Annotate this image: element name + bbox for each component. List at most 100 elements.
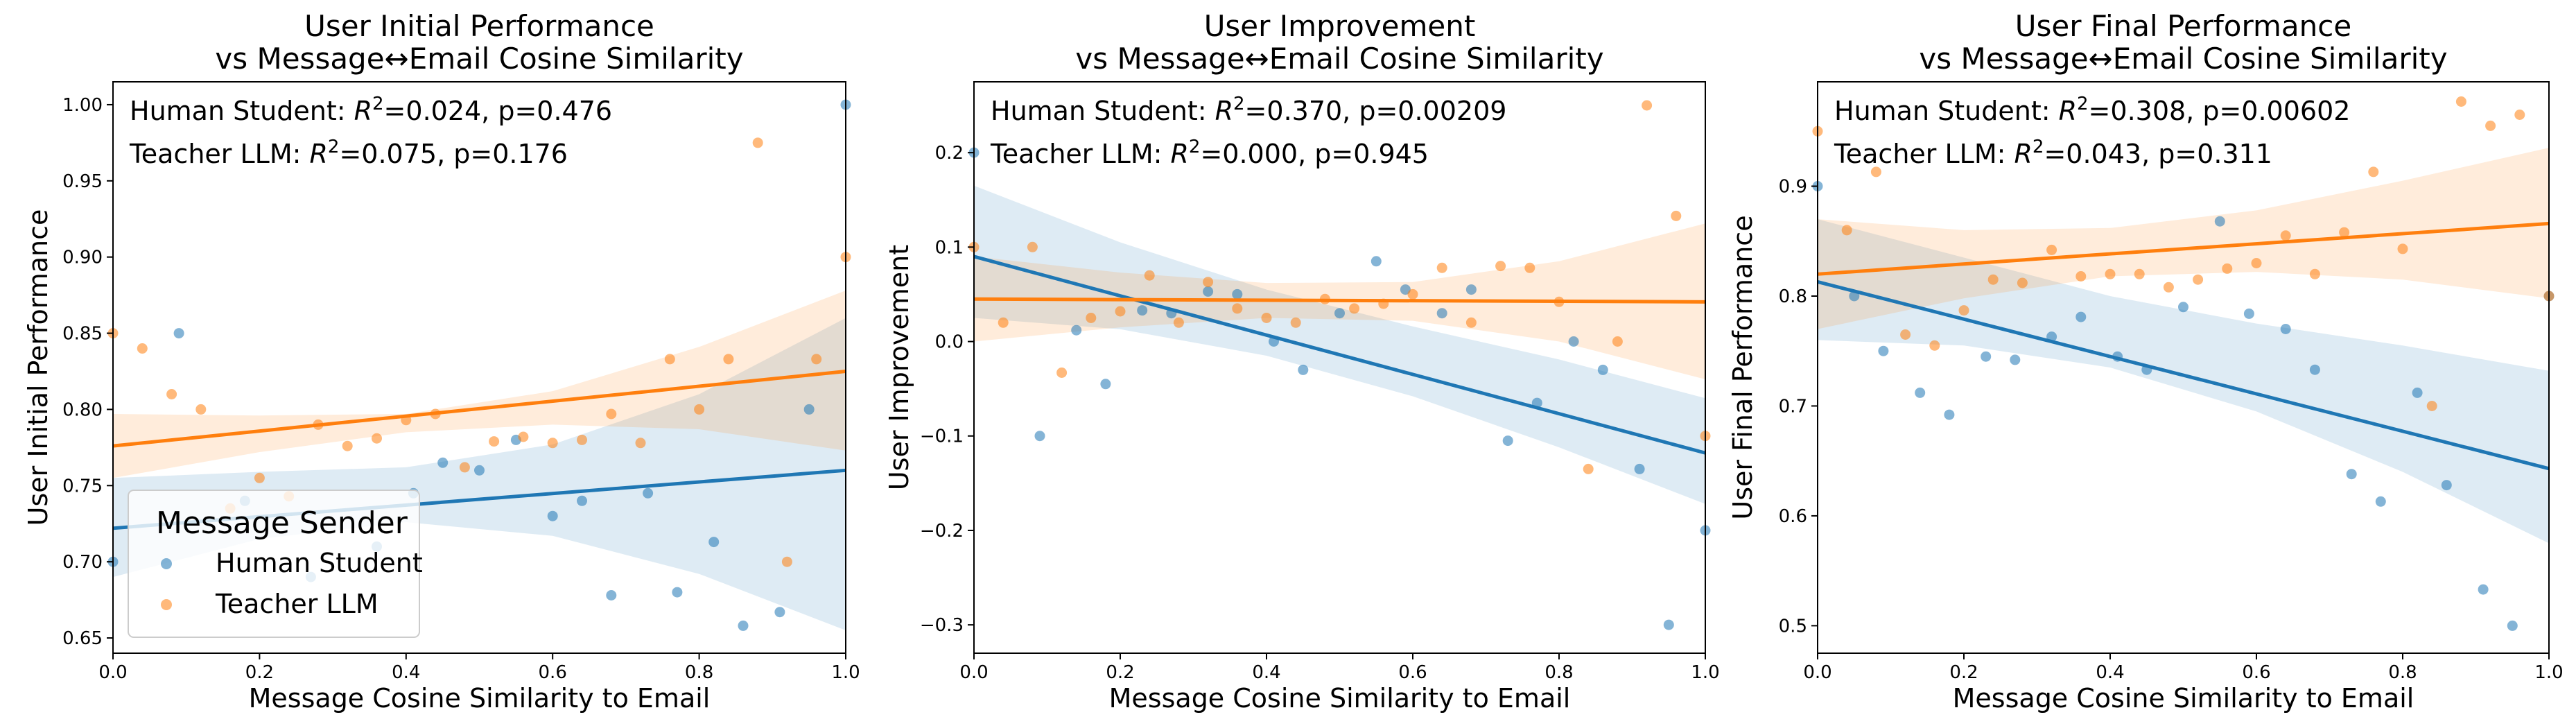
y-tick-label: −0.1 <box>920 426 964 447</box>
scatter-point-human-student <box>2412 387 2423 398</box>
scatter-point-teacher-llm <box>2046 244 2057 255</box>
scatter-point-human-student <box>1944 409 1955 420</box>
scatter-point-human-student <box>437 457 449 468</box>
scatter-point-human-student <box>1878 345 1889 356</box>
x-tick-label: 0.2 <box>1949 662 1978 683</box>
scatter-point-teacher-llm <box>195 404 207 415</box>
x-tick-label: 1.0 <box>1691 662 1719 683</box>
stat-values: =0.308, p=0.00602 <box>2089 96 2351 126</box>
legend-entry: Teacher LLM <box>215 589 378 619</box>
r-squared-exponent: 2 <box>1233 94 1245 114</box>
scatter-point-teacher-llm <box>998 317 1009 328</box>
scatter-point-human-student <box>672 587 683 598</box>
scatter-point-teacher-llm <box>1027 241 1038 252</box>
scatter-point-human-student <box>1663 619 1674 630</box>
scatter-point-human-student <box>577 495 587 506</box>
scatter-point-human-student <box>2478 584 2489 595</box>
y-tick-label: −0.2 <box>920 521 964 542</box>
scatter-point-human-student <box>1597 364 1608 375</box>
scatter-point-human-student <box>738 620 749 631</box>
legend-title: Message Sender <box>156 505 408 541</box>
scatter-point-human-student <box>1370 256 1382 267</box>
scatter-point-teacher-llm <box>342 440 353 451</box>
scatter-point-human-student <box>2375 496 2386 507</box>
stat-annotation-teacher-llm: Teacher LLM: R2=0.000, p=0.945 <box>990 137 1429 169</box>
scatter-point-teacher-llm <box>1929 340 1940 351</box>
scatter-point-teacher-llm <box>577 434 587 445</box>
scatter-point-teacher-llm <box>489 436 500 447</box>
scatter-point-human-student <box>1298 364 1309 375</box>
r-squared-exponent: 2 <box>1189 137 1201 157</box>
scatter-point-teacher-llm <box>1232 303 1243 314</box>
legend-entry: Human Student <box>216 548 423 578</box>
regression-line-human-student <box>973 254 1706 455</box>
x-tick-label: 0.8 <box>685 662 713 683</box>
r-squared-symbol: R <box>1215 96 1233 126</box>
y-tick-label: 1.00 <box>62 95 103 116</box>
scatter-point-teacher-llm <box>2280 230 2291 241</box>
scatter-point-teacher-llm <box>2426 401 2437 411</box>
scatter-point-teacher-llm <box>1056 368 1068 378</box>
chart-subtitle: vs Message↔Email Cosine Similarity <box>1075 42 1603 76</box>
y-tick-label: 0.0 <box>935 332 964 353</box>
scatter-point-teacher-llm <box>2134 268 2145 279</box>
scatter-point-human-student <box>606 590 617 600</box>
y-axis-label: User Final Performance <box>1728 215 1758 519</box>
scatter-point-human-student <box>2346 469 2357 480</box>
y-tick-label: 0.8 <box>1779 286 1807 307</box>
y-tick-label: 0.1 <box>935 237 964 258</box>
x-tick-label: 0.0 <box>1803 662 1831 683</box>
scatter-point-teacher-llm <box>2455 96 2466 107</box>
x-axis-label: Message Cosine Similarity to Email <box>249 683 711 714</box>
scatter-point-teacher-llm <box>2339 227 2350 238</box>
scatter-point-human-student <box>1034 431 1045 442</box>
y-tick-label: 0.80 <box>62 399 103 420</box>
scatter-point-teacher-llm <box>2105 268 2116 279</box>
y-tick-label: 0.2 <box>935 143 964 164</box>
scatter-point-teacher-llm <box>518 431 529 442</box>
scatter-point-teacher-llm <box>1987 274 1999 285</box>
scatter-point-human-student <box>2243 308 2254 319</box>
scatter-point-teacher-llm <box>1465 317 1477 328</box>
scatter-point-teacher-llm <box>1436 262 1447 273</box>
scatter-point-human-student <box>774 607 785 618</box>
scatter-point-human-student <box>1137 305 1148 316</box>
stat-annotation-human-student: Human Student: R2=0.024, p=0.476 <box>130 94 612 126</box>
r-squared-symbol: R <box>310 139 328 169</box>
x-tick-label: 0.2 <box>1106 662 1134 683</box>
y-axis-label: User Initial Performance <box>23 209 53 526</box>
scatter-point-teacher-llm <box>2017 277 2028 288</box>
scatter-point-teacher-llm <box>1173 317 1184 328</box>
x-tick-label: 0.6 <box>539 662 567 683</box>
scatter-point-human-student <box>1100 379 1111 390</box>
scatter-point-teacher-llm <box>811 354 822 365</box>
y-tick-label: 0.95 <box>62 171 103 192</box>
confidence-band-human-student <box>1818 219 2549 544</box>
scatter-point-teacher-llm <box>254 472 265 483</box>
scatter-point-human-student <box>1465 284 1477 295</box>
scatter-point-teacher-llm <box>1612 336 1623 347</box>
scatter-point-human-student <box>474 465 485 476</box>
scatter-point-teacher-llm <box>606 408 617 420</box>
scatter-point-human-student <box>2075 311 2087 322</box>
scatter-point-human-student <box>1981 351 1992 362</box>
confidence-band-teacher-llm <box>1818 148 2549 329</box>
stat-prefix: Human Student: <box>1834 96 2059 126</box>
x-tick-label: 0.4 <box>2096 662 2124 683</box>
scatter-point-teacher-llm <box>137 343 148 354</box>
regression-line-teacher-llm <box>973 297 1706 304</box>
scatter-point-human-student <box>2178 302 2188 313</box>
chart-title: User Initial Performance <box>304 9 654 43</box>
legend-box <box>128 490 420 638</box>
scatter-point-teacher-llm <box>1642 100 1653 111</box>
scatter-point-teacher-llm <box>752 137 763 148</box>
scatter-point-teacher-llm <box>1144 270 1155 281</box>
stat-values: =0.370, p=0.00209 <box>1245 96 1507 126</box>
confidence-band-teacher-llm <box>113 291 846 478</box>
scatter-point-teacher-llm <box>2193 274 2204 285</box>
scatter-point-human-student <box>1071 325 1082 336</box>
x-tick-label: 0.6 <box>2242 662 2270 683</box>
stat-annotation-human-student: Human Student: R2=0.308, p=0.00602 <box>1834 94 2350 126</box>
stat-values: =0.075, p=0.176 <box>339 139 568 169</box>
scatter-point-teacher-llm <box>1583 463 1594 474</box>
